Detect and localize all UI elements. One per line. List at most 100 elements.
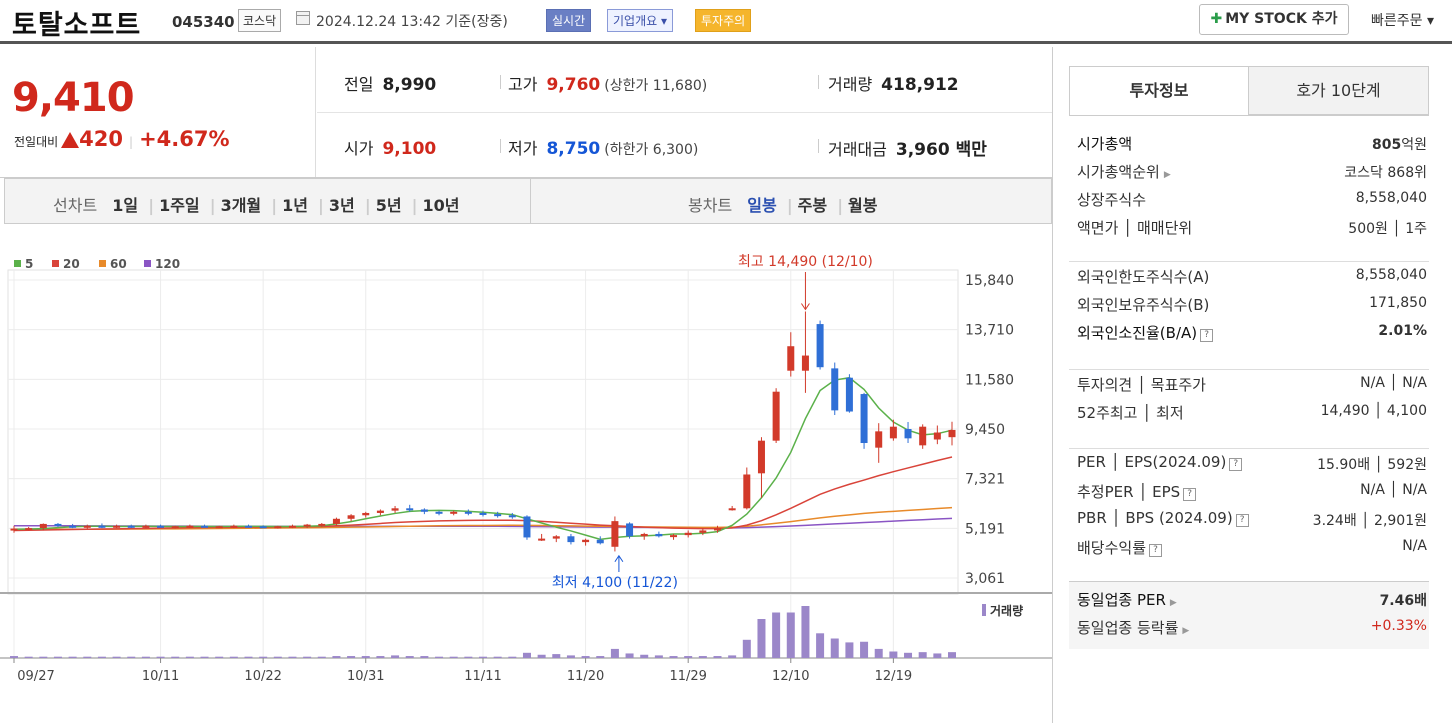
arrow-icon[interactable]: ▶ xyxy=(1163,170,1171,180)
info-label: 동일업종 등락률 ▶ xyxy=(1077,619,1190,637)
volume-bar xyxy=(112,656,121,658)
volume-bar xyxy=(185,656,194,658)
candle-body xyxy=(450,511,458,514)
tab-orderbook[interactable]: 호가 10단계 xyxy=(1248,67,1428,115)
company-overview-dropdown[interactable]: 기업개요 ▾ xyxy=(607,9,673,32)
candle-body xyxy=(582,539,590,543)
volume-bar xyxy=(479,656,487,658)
volume-bar xyxy=(303,656,312,658)
candlestick-chart-svg[interactable]: 09/27 10/11 10/22 10/31 11/11 11/20 11/29 12/10… xyxy=(0,226,1052,723)
add-my-stock-button[interactable]: ✚ MY STOCK 추가 xyxy=(1199,4,1349,35)
candle-body xyxy=(186,525,194,528)
candle-body xyxy=(215,526,223,529)
info-value: 3.24배 │ 2,901원 xyxy=(1312,513,1427,529)
info-row: 시가총액 805억원 xyxy=(1069,129,1429,157)
stock-name: 토탈소프트 xyxy=(12,10,142,41)
volume-bar xyxy=(860,641,869,658)
volume-bar xyxy=(698,656,707,658)
info-row: 액면가 │ 매매단위 500원 │ 1주 xyxy=(1069,213,1429,241)
volume-bar xyxy=(918,652,927,658)
candle-body xyxy=(142,525,150,528)
quick-order-button[interactable]: 빠른주문 ▾ xyxy=(1371,13,1434,29)
info-value: N/A xyxy=(1402,538,1427,554)
stock-chart[interactable]: 09/27 10/11 10/22 10/31 11/11 11/20 11/29 12/10… xyxy=(0,226,1052,723)
info-row: 외국인소진율(B/A)? 2.01% xyxy=(1069,318,1429,346)
volume-legend-swatch xyxy=(982,604,986,616)
candle-daily[interactable]: 일봉 xyxy=(747,196,777,215)
volume-bar xyxy=(816,633,825,658)
info-value: 코스닥 868위 xyxy=(1344,165,1427,181)
plus-icon: ✚ xyxy=(1210,11,1223,27)
volume-bar xyxy=(127,656,136,658)
candle-body xyxy=(39,523,47,529)
candle-monthly[interactable]: 월봉 xyxy=(848,196,878,215)
info-label: 시가총액 xyxy=(1077,135,1133,153)
x-tick-label: 11/20 xyxy=(567,669,604,684)
candle-body xyxy=(259,526,267,529)
volume-bar xyxy=(522,652,531,658)
volume-bar xyxy=(273,656,282,658)
info-value: N/A │ N/A xyxy=(1360,482,1427,498)
candle-body xyxy=(303,524,311,527)
volume-bar xyxy=(435,656,444,658)
info-value: +0.33% xyxy=(1370,618,1427,634)
arrow-icon[interactable]: ▶ xyxy=(1182,626,1190,636)
x-tick-label: 11/11 xyxy=(464,669,501,684)
realtime-badge[interactable]: 실시간 xyxy=(546,9,592,32)
volume-bar xyxy=(449,656,458,658)
candle-body xyxy=(274,526,282,529)
help-icon[interactable]: ? xyxy=(1183,488,1197,501)
candle-body xyxy=(420,509,428,512)
y-tick-label: 3,061 xyxy=(965,571,1005,587)
info-row: 상장주식수 8,558,040 xyxy=(1069,185,1429,213)
info-value: 171,850 xyxy=(1369,295,1427,311)
candle-body xyxy=(25,528,33,531)
price-change: 전일대비 420 | +4.67% xyxy=(14,127,230,151)
candle-body xyxy=(670,535,678,538)
volume-bar xyxy=(97,656,106,658)
ma60-line xyxy=(14,506,953,531)
help-icon[interactable]: ? xyxy=(1200,329,1214,342)
candle-body xyxy=(655,533,663,537)
help-icon[interactable]: ? xyxy=(1149,544,1163,557)
candle-body xyxy=(757,440,765,474)
candle-weekly[interactable]: 주봉 xyxy=(797,196,828,215)
period-5y[interactable]: 5년 xyxy=(375,196,402,215)
candle-body xyxy=(406,508,414,511)
line-chart-periods: 선차트 1일 | 1주일 | 3개월 | 1년 | 3년 | 5년 | 10년 xyxy=(53,196,460,215)
volume-bar xyxy=(581,656,590,658)
info-label: PER │ EPS(2024.09)? xyxy=(1077,453,1243,471)
price-summary: 9,410 전일대비 420 | +4.67% 전일 8,990 고가 9,760 (상한가… xyxy=(0,47,1052,178)
period-10y[interactable]: 10년 xyxy=(422,196,460,215)
period-1d[interactable]: 1일 xyxy=(112,196,139,215)
volume-bar xyxy=(874,648,883,658)
candle-body xyxy=(948,429,956,438)
help-icon[interactable]: ? xyxy=(1235,514,1249,527)
period-3y[interactable]: 3년 xyxy=(328,196,355,215)
arrow-icon[interactable]: ▶ xyxy=(1169,598,1177,608)
period-1w[interactable]: 1주일 xyxy=(159,196,200,215)
candle-body xyxy=(743,474,751,509)
candle-body xyxy=(904,429,912,439)
info-value: 8,558,040 xyxy=(1355,190,1427,206)
candle-body xyxy=(772,391,780,441)
x-tick-label: 12/10 xyxy=(772,669,809,684)
info-label: 추정PER │ EPS? xyxy=(1077,481,1197,502)
volume-bar xyxy=(566,655,575,658)
volume-bar xyxy=(742,639,751,658)
period-3m[interactable]: 3개월 xyxy=(220,196,262,215)
x-tick-label: 12/19 xyxy=(875,669,912,684)
volume-bar xyxy=(53,656,62,658)
help-icon[interactable]: ? xyxy=(1229,458,1243,471)
info-label: 외국인한도주식수(A) xyxy=(1077,268,1210,286)
period-1y[interactable]: 1년 xyxy=(282,196,308,215)
tab-investment-info[interactable]: 투자정보 xyxy=(1070,67,1248,115)
info-label: PBR │ BPS (2024.09)? xyxy=(1077,509,1249,527)
candle-body xyxy=(831,368,839,411)
volume-bar xyxy=(200,656,209,658)
volume-bar xyxy=(464,656,473,658)
candle-body xyxy=(362,512,370,516)
candle-body xyxy=(845,377,853,412)
volume-bar xyxy=(552,654,561,658)
min-price-annotation: 최저 4,100 (11/22) xyxy=(552,575,678,591)
